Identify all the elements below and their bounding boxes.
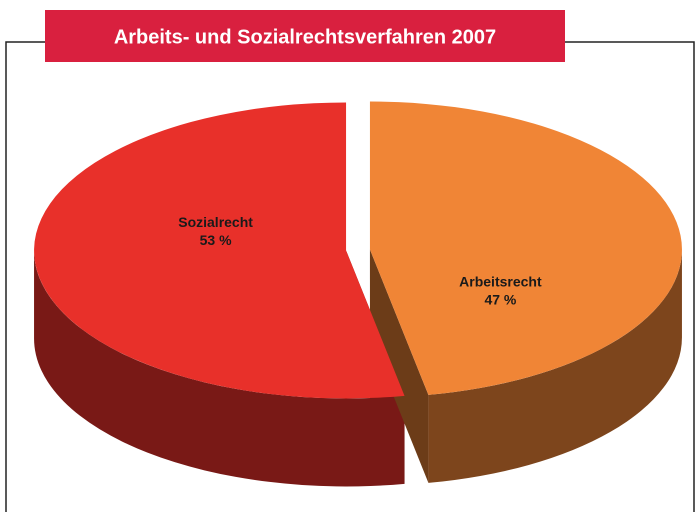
slice-cut-face (369, 249, 429, 483)
title-box (45, 10, 565, 62)
slice-label: Sozialrecht (178, 214, 253, 230)
slice-value-label: 53 % (200, 232, 232, 248)
slice (34, 102, 405, 399)
labels: Sozialrecht 53 % Arbeitsrecht 47 % (178, 214, 542, 307)
pie (34, 101, 682, 487)
slice-side (34, 250, 405, 487)
slice-value-label: 47 % (484, 291, 516, 307)
slice (369, 101, 682, 395)
slice-label: Arbeitsrecht (459, 273, 542, 289)
chart-title: Arbeits- und Sozialrechtsverfahren 2007 (114, 26, 496, 48)
slice-side (428, 249, 682, 483)
frame (5, 41, 695, 512)
